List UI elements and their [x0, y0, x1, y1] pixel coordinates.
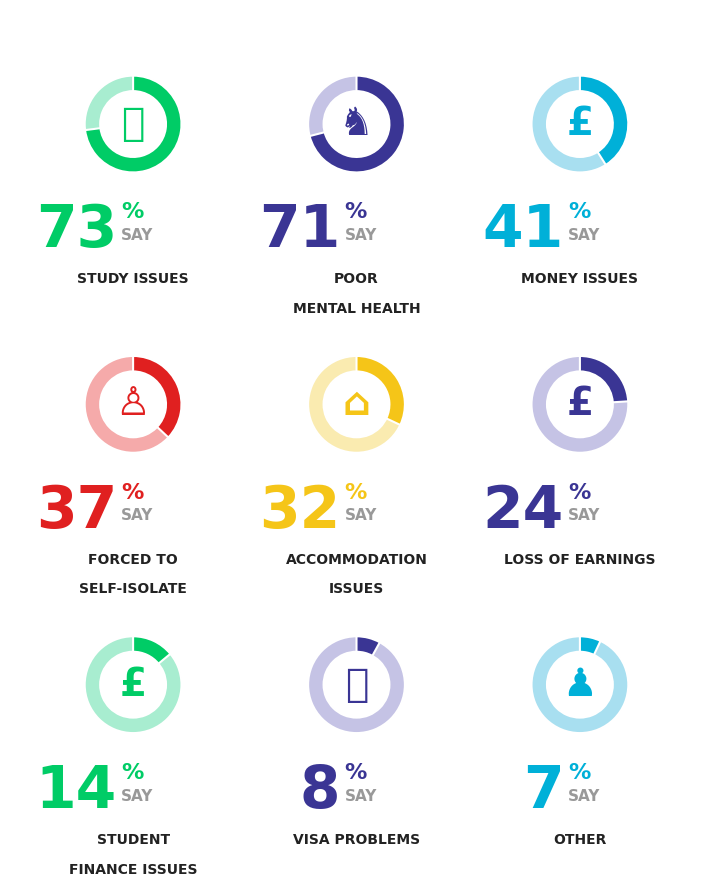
- Text: FINANCE ISSUES: FINANCE ISSUES: [69, 863, 198, 876]
- Circle shape: [324, 92, 389, 156]
- Text: FORCED TO: FORCED TO: [88, 553, 178, 567]
- Text: STUDY ISSUES: STUDY ISSUES: [77, 272, 189, 286]
- Text: %: %: [121, 202, 143, 223]
- Wedge shape: [133, 356, 182, 437]
- Text: 8: 8: [300, 763, 340, 820]
- Text: %: %: [568, 483, 590, 503]
- Text: MENTAL HEALTH: MENTAL HEALTH: [293, 302, 420, 316]
- Text: 7: 7: [523, 763, 564, 820]
- Text: SAY: SAY: [568, 788, 600, 803]
- Text: 73: 73: [36, 202, 117, 259]
- Wedge shape: [531, 75, 628, 173]
- Circle shape: [548, 653, 612, 717]
- Text: %: %: [344, 202, 366, 223]
- Text: %: %: [121, 483, 143, 503]
- Text: LOSS OF EARNINGS: LOSS OF EARNINGS: [504, 553, 656, 567]
- Text: ⌂: ⌂: [342, 385, 371, 423]
- Text: 32: 32: [259, 483, 340, 540]
- Text: ISSUES: ISSUES: [329, 583, 384, 597]
- Wedge shape: [531, 356, 628, 453]
- Text: SAY: SAY: [568, 228, 600, 243]
- Text: 41: 41: [483, 202, 564, 259]
- Circle shape: [548, 92, 612, 156]
- Text: 37: 37: [36, 483, 117, 540]
- Text: ♞: ♞: [339, 105, 374, 143]
- Text: £: £: [566, 385, 593, 423]
- Circle shape: [324, 653, 389, 717]
- Text: MONEY ISSUES: MONEY ISSUES: [521, 272, 638, 286]
- Circle shape: [101, 653, 165, 717]
- Circle shape: [324, 372, 389, 436]
- Wedge shape: [85, 636, 182, 733]
- Text: ⎓: ⎓: [121, 105, 145, 143]
- Text: SAY: SAY: [121, 228, 153, 243]
- Circle shape: [101, 92, 165, 156]
- Text: %: %: [344, 763, 366, 783]
- Text: SAY: SAY: [568, 508, 600, 523]
- Wedge shape: [85, 75, 182, 173]
- Circle shape: [548, 372, 612, 436]
- Text: VISA PROBLEMS: VISA PROBLEMS: [293, 833, 420, 847]
- Text: SAY: SAY: [121, 508, 153, 523]
- Wedge shape: [85, 75, 182, 173]
- Text: STUDENT: STUDENT: [96, 833, 170, 847]
- Text: SAY: SAY: [344, 508, 376, 523]
- Wedge shape: [580, 75, 628, 165]
- Text: %: %: [344, 483, 366, 503]
- Text: %: %: [568, 763, 590, 783]
- Wedge shape: [309, 75, 405, 173]
- Text: %: %: [568, 202, 590, 223]
- Text: SAY: SAY: [121, 788, 153, 803]
- Text: 14: 14: [36, 763, 117, 820]
- Wedge shape: [356, 356, 405, 425]
- Wedge shape: [580, 356, 628, 402]
- Text: OTHER: OTHER: [553, 833, 607, 847]
- Wedge shape: [308, 636, 405, 733]
- Wedge shape: [133, 636, 170, 664]
- Text: ACCOMMODATION: ACCOMMODATION: [286, 553, 427, 567]
- Wedge shape: [580, 636, 600, 655]
- Wedge shape: [356, 636, 380, 656]
- Wedge shape: [85, 356, 182, 453]
- Text: ♙: ♙: [116, 385, 150, 423]
- Text: 24: 24: [483, 483, 564, 540]
- Text: SAY: SAY: [344, 228, 376, 243]
- Text: %: %: [121, 763, 143, 783]
- Circle shape: [101, 372, 165, 436]
- Text: ⌖: ⌖: [345, 666, 368, 703]
- Text: ♟: ♟: [563, 666, 597, 703]
- Text: £: £: [120, 666, 147, 703]
- Text: £: £: [566, 105, 593, 143]
- Wedge shape: [308, 356, 405, 453]
- Wedge shape: [308, 75, 405, 173]
- Text: POOR: POOR: [334, 272, 379, 286]
- Text: 71: 71: [259, 202, 340, 259]
- Text: SELF-ISOLATE: SELF-ISOLATE: [79, 583, 187, 597]
- Text: SAY: SAY: [344, 788, 376, 803]
- Wedge shape: [531, 636, 628, 733]
